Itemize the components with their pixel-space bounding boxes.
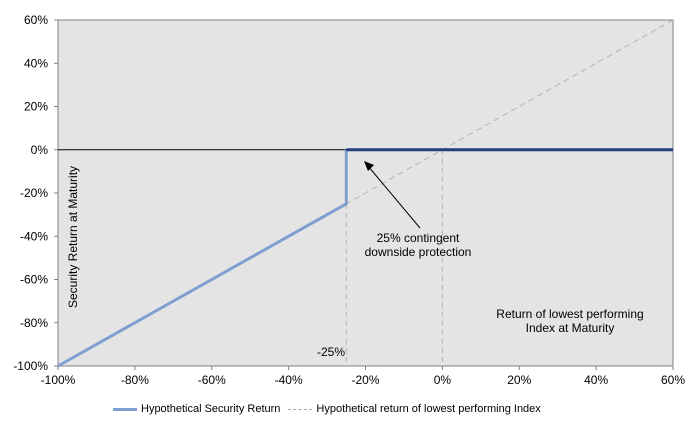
y-tick-label: -60% xyxy=(20,273,48,287)
y-axis-label: Security Return at Maturity xyxy=(66,166,80,308)
legend-item-security-return: Hypothetical Security Return xyxy=(113,403,280,415)
y-tick-label: 0% xyxy=(31,143,49,157)
security-return-line-lower xyxy=(57,149,348,368)
y-tick-label: -80% xyxy=(20,316,48,330)
arrow-label-line1: 25% contingent xyxy=(377,231,460,245)
x-tick-label: 60% xyxy=(661,373,685,387)
y-tick-label: 40% xyxy=(24,56,48,70)
index-return-line xyxy=(57,19,674,367)
legend-label-security-return: Hypothetical Security Return xyxy=(141,403,281,415)
threshold-label: -25% xyxy=(317,345,345,359)
x-tick-label: -100% xyxy=(41,373,76,387)
x-axis-label-line2: Index at Maturity xyxy=(526,321,615,335)
x-tick-label: -60% xyxy=(198,373,226,387)
x-tick-label: 0% xyxy=(434,373,452,387)
annotation-arrow xyxy=(364,161,421,229)
x-axis-label-line1: Return of lowest performing xyxy=(496,307,643,321)
x-tick-label: 40% xyxy=(584,373,608,387)
legend-swatch-dashed xyxy=(288,408,313,410)
legend-swatch-solid xyxy=(113,407,137,411)
y-tick-label: -40% xyxy=(20,229,48,243)
x-tick-label: -20% xyxy=(351,373,379,387)
x-tick-label: -40% xyxy=(275,373,303,387)
y-tick-label: 60% xyxy=(24,13,48,27)
legend: Hypothetical Security Return Hypothetica… xyxy=(113,403,549,415)
y-tick-label: -100% xyxy=(13,359,48,373)
x-tick-label: 20% xyxy=(507,373,531,387)
x-tick-label: -80% xyxy=(121,373,149,387)
y-tick-label: 20% xyxy=(24,100,48,114)
arrow-label-line2: downside protection xyxy=(365,245,472,259)
y-tick-label: -20% xyxy=(20,186,48,200)
legend-label-index-return: Hypothetical return of lowest performing… xyxy=(316,403,541,415)
legend-item-index-return: Hypothetical return of lowest performing… xyxy=(288,403,541,415)
